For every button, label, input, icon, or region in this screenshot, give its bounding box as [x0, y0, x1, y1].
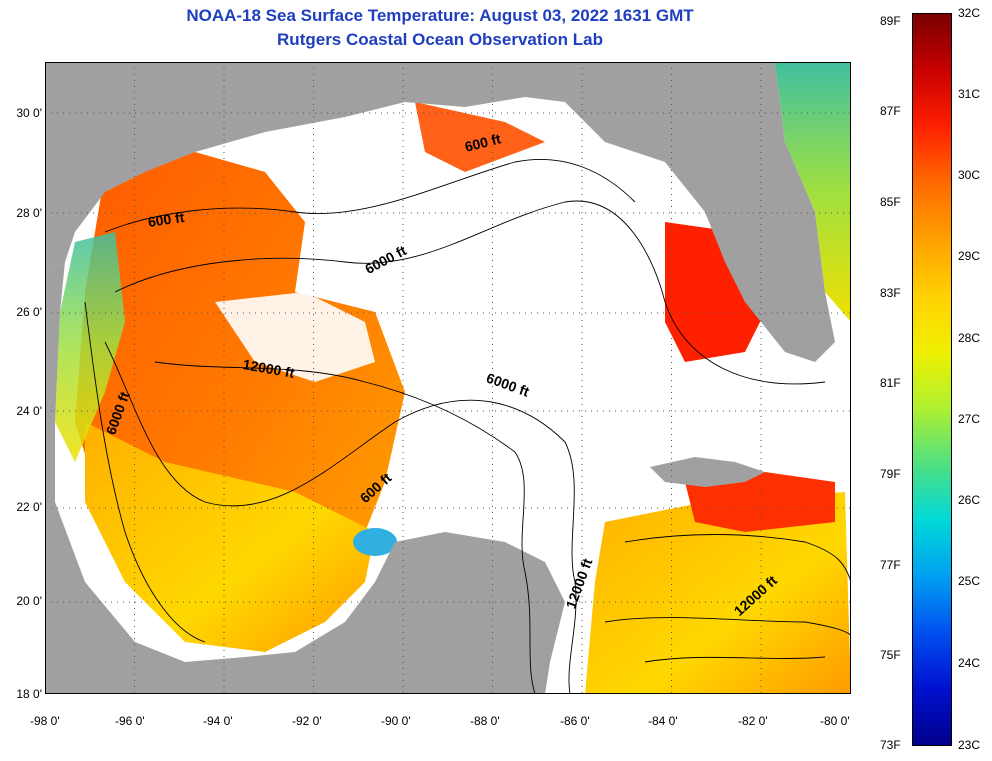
bathymetry-contours: [84, 158, 851, 694]
caribbean-sst: [585, 492, 851, 694]
lon-tick-86: -86 0': [560, 714, 590, 728]
colorbar-c-label: 28C: [958, 331, 981, 345]
colorbar-c-label: 32C: [958, 6, 981, 20]
map-subtitle: Rutgers Coastal Ocean Observation Lab: [277, 30, 603, 49]
lon-tick-84: -84 0': [648, 714, 678, 728]
temperature-colorbar: [912, 13, 952, 746]
colorbar-f-label: 79F: [880, 467, 901, 481]
mexico-land: [45, 262, 565, 694]
lat-tick-20: 20 0': [16, 594, 42, 608]
campeche-cool-spot: [353, 528, 397, 556]
lat-tick-26: 26 0': [16, 305, 42, 319]
lon-tick-88: -88 0': [470, 714, 500, 728]
colorbar-c-label: 25C: [958, 574, 981, 588]
colorbar-c-label: 27C: [958, 412, 981, 426]
sst-map: [45, 62, 851, 694]
us-gulf-coast-land: [45, 62, 851, 362]
lon-tick-92: -92 0': [292, 714, 322, 728]
lat-tick-28: 28 0': [16, 206, 42, 220]
colorbar-f-label: 73F: [880, 738, 901, 752]
graticule: [45, 62, 851, 694]
colorbar-c-label: 24C: [958, 656, 981, 670]
colorbar-c-label: 30C: [958, 168, 981, 182]
colorbar-f-label: 77F: [880, 558, 901, 572]
colorbar-f-label: 89F: [880, 14, 901, 28]
colorbar-c-label: 31C: [958, 87, 981, 101]
colorbar-c-label: 23C: [958, 738, 981, 752]
lon-tick-96: -96 0': [115, 714, 145, 728]
atlantic-east-sst: [775, 62, 851, 322]
lat-tick-18: 18 0': [16, 687, 42, 701]
lon-tick-98: -98 0': [30, 714, 60, 728]
colorbar-c-label: 26C: [958, 493, 981, 507]
colorbar-f-label: 87F: [880, 104, 901, 118]
cuba-land: [650, 457, 765, 487]
colorbar-c-label: 29C: [958, 249, 981, 263]
lon-tick-94: -94 0': [203, 714, 233, 728]
lon-tick-82: -82 0': [738, 714, 768, 728]
map-graphic: [45, 62, 851, 694]
lat-tick-30: 30 0': [16, 106, 42, 120]
colorbar-f-label: 85F: [880, 195, 901, 209]
lon-tick-80: -80 0': [820, 714, 850, 728]
colorbar-f-label: 75F: [880, 648, 901, 662]
texas-shelf-cool: [55, 232, 125, 462]
bay-of-campeche-sst: [85, 422, 375, 652]
colorbar-f-label: 81F: [880, 376, 901, 390]
cloud-patch: [215, 292, 375, 382]
lon-tick-90: -90 0': [381, 714, 411, 728]
cuba-north-sst: [685, 472, 835, 532]
lat-tick-24: 24 0': [16, 404, 42, 418]
colorbar-f-label: 83F: [880, 286, 901, 300]
map-title: NOAA-18 Sea Surface Temperature: August …: [186, 6, 694, 25]
panhandle-sst: [415, 102, 545, 172]
lat-tick-22: 22 0': [16, 500, 42, 514]
